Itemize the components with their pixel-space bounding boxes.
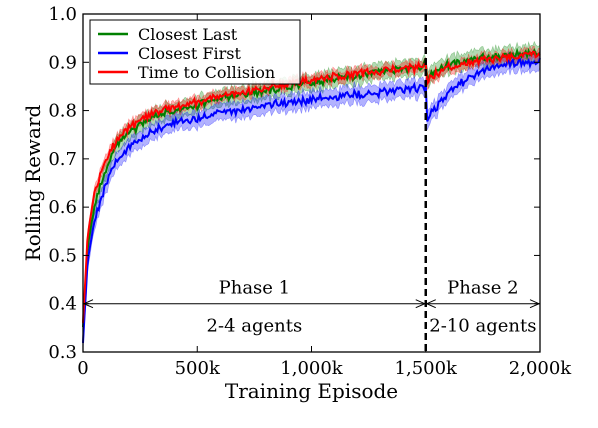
y-tick-label: 0.6	[48, 197, 77, 218]
phase-annotations: Phase 1 2-4 agents Phase 2 2-10 agents	[82, 278, 541, 337]
y-tick-label: 0.3	[48, 342, 77, 363]
y-tick-label: 0.7	[48, 149, 77, 170]
x-tick-label: 2,000k	[509, 358, 573, 379]
series-line-2	[82, 50, 541, 323]
y-tick-label: 0.5	[48, 245, 77, 266]
phase-arrow-right-head	[415, 299, 426, 309]
series-bands	[82, 40, 541, 351]
series-line-1	[82, 57, 541, 343]
phase-label: Phase 2	[447, 278, 519, 299]
series-band-1	[82, 49, 541, 351]
y-tick-label: 0.9	[48, 52, 77, 73]
phase-label: Phase 1	[219, 278, 291, 299]
y-axis-label: Rolling Reward	[21, 104, 45, 261]
y-axis-ticks: 0.3 0.4 0.5 0.6 0.7 0.8 0.9 1.0	[48, 4, 540, 363]
x-axis-label: Training Episode	[225, 379, 398, 403]
phase-sub-label: 2-4 agents	[207, 316, 303, 337]
x-axis-ticks: 0 500k 1,000k 1,500k 2,000k	[77, 14, 572, 379]
y-tick-label: 1.0	[48, 4, 77, 25]
x-tick-label: 1,500k	[395, 358, 459, 379]
legend-label-2: Time to Collision	[138, 63, 275, 82]
y-tick-label: 0.8	[48, 101, 77, 122]
phase-sub-label: 2-10 agents	[429, 316, 536, 337]
legend-label-1: Closest First	[138, 44, 241, 63]
x-tick-label: 0	[77, 358, 88, 379]
x-tick-label: 1,000k	[280, 358, 344, 379]
y-tick-label: 0.4	[48, 294, 77, 315]
series-lines	[82, 47, 541, 343]
phase-arrow-left-head	[425, 299, 436, 309]
x-tick-label: 500k	[175, 358, 221, 379]
legend-label-0: Closest Last	[138, 25, 238, 44]
